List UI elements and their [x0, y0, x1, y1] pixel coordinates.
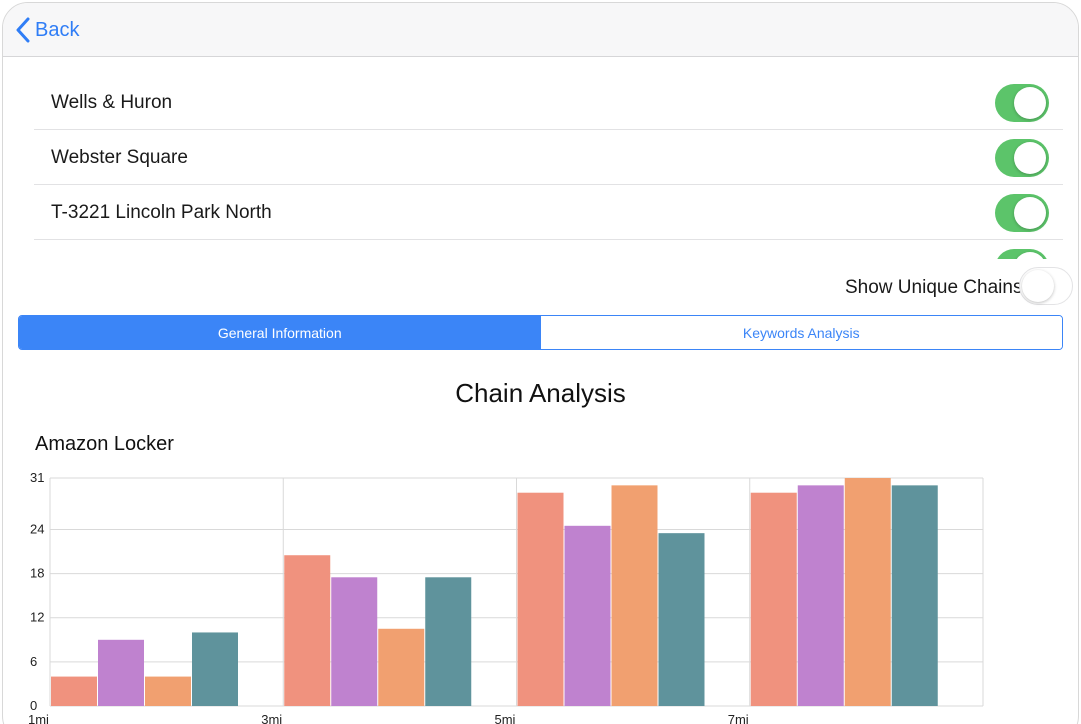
back-label: Back — [35, 18, 80, 41]
analysis-tab-control: General Information Keywords Analysis — [18, 315, 1063, 350]
bar — [517, 492, 564, 706]
bar — [98, 639, 144, 706]
bar — [611, 485, 658, 706]
tab-general-information[interactable]: General Information — [19, 316, 541, 349]
bar — [51, 676, 97, 706]
bar — [891, 485, 938, 706]
bar — [844, 478, 891, 706]
store-row: T-3221 Lincoln Park North — [34, 185, 1063, 240]
store-row — [34, 240, 1063, 259]
store-row: Wells & Huron — [34, 75, 1063, 130]
bar — [750, 492, 797, 706]
y-tick-label: 0 — [30, 698, 37, 713]
bar — [658, 533, 705, 706]
bar — [797, 485, 844, 706]
x-tick-label: 3mi — [261, 712, 282, 724]
x-tick-label: 5mi — [495, 712, 516, 724]
y-tick-label: 6 — [30, 654, 37, 669]
bar — [331, 577, 378, 706]
back-button[interactable]: Back — [15, 15, 79, 45]
toggle-knob — [1022, 270, 1054, 302]
show-unique-chains-toggle[interactable] — [1019, 267, 1073, 305]
store-list[interactable]: Wells & Huron Webster Square T-3221 Linc… — [0, 54, 1081, 259]
toggle-knob — [1014, 252, 1046, 259]
bar — [145, 676, 191, 706]
store-toggle[interactable] — [995, 194, 1049, 232]
tab-keywords-analysis[interactable]: Keywords Analysis — [540, 316, 1062, 349]
y-tick-label: 12 — [30, 610, 44, 625]
store-toggle[interactable] — [995, 249, 1049, 259]
store-name: Wells & Huron — [51, 92, 173, 113]
toggle-knob — [1014, 197, 1046, 229]
x-tick-label: 7mi — [728, 712, 749, 724]
navigation-bar: Back — [3, 3, 1078, 57]
section-title: Chain Analysis — [455, 378, 626, 408]
bar — [564, 525, 611, 706]
show-unique-chains-label: Show Unique Chains — [845, 277, 1023, 298]
bar — [192, 632, 238, 706]
x-tick-label: 1mi — [28, 712, 49, 724]
bar — [284, 555, 331, 706]
store-row: Webster Square — [34, 130, 1063, 185]
store-name: T-3221 Lincoln Park North — [51, 202, 272, 223]
bar — [425, 577, 472, 706]
toggle-knob — [1014, 87, 1046, 119]
y-tick-label: 31 — [30, 470, 44, 485]
chevron-left-icon — [16, 17, 30, 43]
store-toggle[interactable] — [995, 84, 1049, 122]
bar-chart: 0 6 12 18 24 31 1mi 3mi 5mi 7mi — [28, 470, 984, 724]
toggle-knob — [1014, 142, 1046, 174]
y-tick-label: 18 — [30, 566, 44, 581]
store-toggle[interactable] — [995, 139, 1049, 177]
chart-title: Amazon Locker — [35, 433, 174, 455]
bar — [378, 628, 425, 706]
y-tick-label: 24 — [30, 521, 44, 536]
store-name: Webster Square — [51, 147, 188, 168]
